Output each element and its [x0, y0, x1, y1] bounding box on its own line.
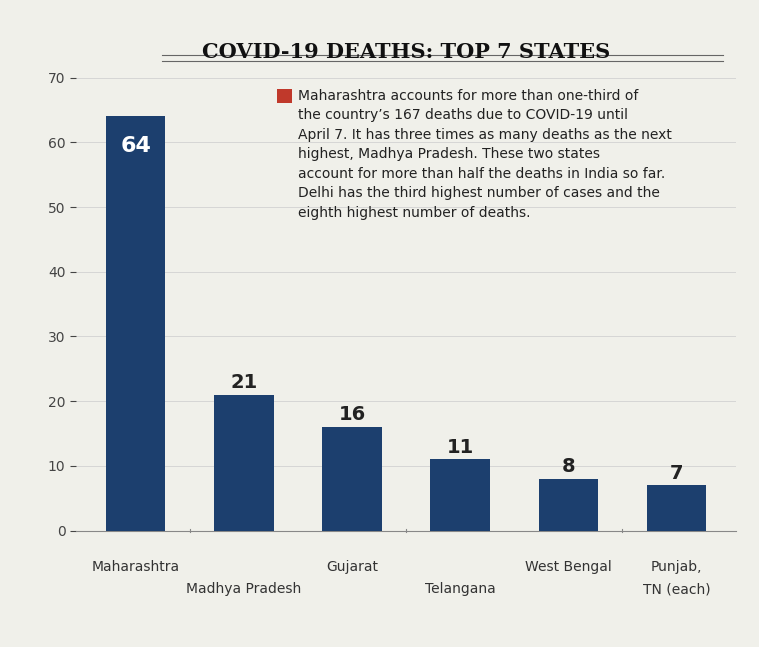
Text: Madhya Pradesh: Madhya Pradesh [186, 582, 301, 597]
Text: 11: 11 [446, 438, 474, 457]
Text: 8: 8 [562, 457, 575, 476]
Text: 64: 64 [120, 136, 151, 156]
Bar [430, 459, 490, 531]
Title: COVID-19 DEATHS: TOP 7 STATES: COVID-19 DEATHS: TOP 7 STATES [202, 42, 610, 62]
Text: 21: 21 [230, 373, 257, 392]
FancyBboxPatch shape [277, 89, 291, 104]
Text: TN (each): TN (each) [643, 582, 710, 597]
Text: Maharashtra: Maharashtra [92, 560, 180, 574]
Text: 16: 16 [339, 406, 366, 424]
Text: West Bengal: West Bengal [525, 560, 612, 574]
Text: Maharashtra accounts for more than one-third of
the country’s 167 deaths due to : Maharashtra accounts for more than one-t… [298, 89, 672, 220]
Text: 7: 7 [669, 464, 683, 483]
Bar [214, 395, 273, 531]
Bar [106, 116, 165, 531]
Bar [323, 427, 382, 531]
Bar [539, 479, 598, 531]
Text: Gujarat: Gujarat [326, 560, 378, 574]
Text: Punjab,: Punjab, [650, 560, 702, 574]
Text: Telangana: Telangana [425, 582, 496, 597]
Bar [647, 485, 706, 531]
